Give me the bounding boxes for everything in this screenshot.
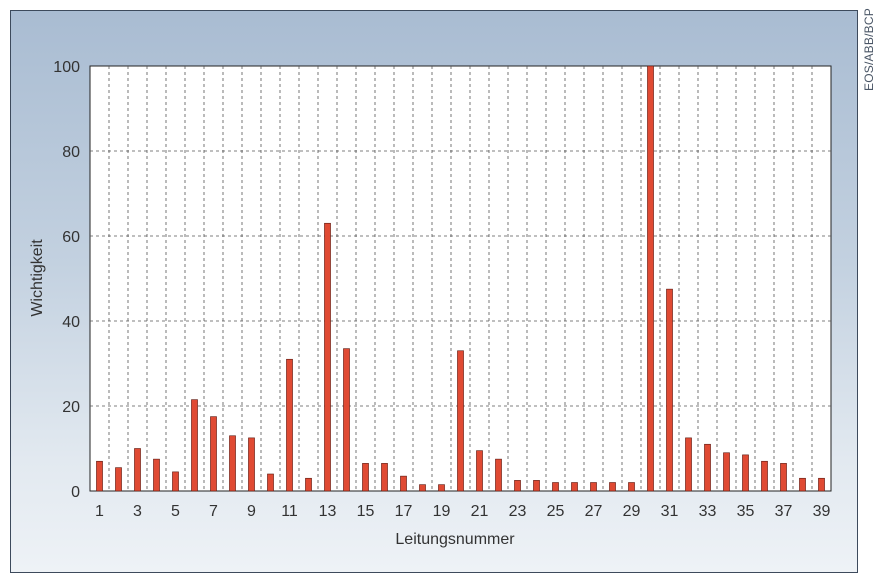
x-tick-label: 5 xyxy=(171,503,180,520)
bar xyxy=(647,65,654,492)
x-tick-label: 25 xyxy=(547,503,565,520)
bar xyxy=(248,437,255,492)
bar xyxy=(780,463,787,492)
x-tick-label: 35 xyxy=(737,503,755,520)
x-tick-label: 33 xyxy=(699,503,717,520)
bar xyxy=(267,473,274,492)
bar xyxy=(799,477,806,492)
bar xyxy=(818,477,825,492)
bar xyxy=(761,460,768,492)
x-tick-label: 19 xyxy=(433,503,451,520)
x-tick-label: 9 xyxy=(247,503,256,520)
bar xyxy=(305,477,312,492)
bar xyxy=(609,482,616,492)
y-tick-label: 20 xyxy=(62,399,80,416)
bar xyxy=(666,288,673,492)
bar xyxy=(115,467,122,492)
image-credit: EOS/ABB/BCP xyxy=(862,8,876,91)
x-tick-label: 3 xyxy=(133,503,142,520)
x-tick-label: 31 xyxy=(661,503,679,520)
x-tick-label: 13 xyxy=(319,503,337,520)
bar xyxy=(362,463,369,492)
y-tick-label: 100 xyxy=(53,59,80,76)
bar xyxy=(723,452,730,492)
grid-lines xyxy=(90,66,831,491)
x-tick-label: 29 xyxy=(623,503,641,520)
bar xyxy=(172,471,179,492)
bar xyxy=(590,482,597,492)
bar xyxy=(457,350,464,492)
bars xyxy=(96,65,825,492)
y-tick-label: 80 xyxy=(62,144,80,161)
bar xyxy=(704,443,711,492)
x-ticks: 1 3 5 7 9 11 13 15 17 19 21 23 25 27 29 31 33 35 37 39 xyxy=(95,503,830,520)
x-tick-label: 39 xyxy=(813,503,831,520)
x-tick-label: 7 xyxy=(209,503,218,520)
bar xyxy=(533,480,540,492)
x-tick-label: 37 xyxy=(775,503,793,520)
bar xyxy=(514,480,521,492)
bar xyxy=(153,458,160,492)
bar xyxy=(229,435,236,492)
bar xyxy=(400,475,407,492)
x-tick-label: 17 xyxy=(395,503,413,520)
y-tick-label: 60 xyxy=(62,229,80,246)
y-axis-label: Wichtigkeit xyxy=(29,239,46,317)
y-tick-label: 0 xyxy=(71,484,80,501)
bar xyxy=(134,448,141,492)
bar xyxy=(419,484,426,492)
bar xyxy=(495,458,502,492)
bar xyxy=(191,399,198,492)
x-tick-label: 27 xyxy=(585,503,603,520)
bar xyxy=(628,482,635,492)
bar xyxy=(742,454,749,492)
x-tick-label: 15 xyxy=(357,503,375,520)
bar xyxy=(210,416,217,492)
x-axis-label: Leitungsnummer xyxy=(395,531,515,548)
bar xyxy=(381,463,388,492)
y-tick-label: 40 xyxy=(62,314,80,331)
bar xyxy=(438,484,445,492)
bar xyxy=(552,482,559,492)
x-tick-label: 21 xyxy=(471,503,489,520)
bar xyxy=(571,482,578,492)
bar xyxy=(324,222,331,492)
x-tick-label: 1 xyxy=(95,503,104,520)
y-ticks: 0 20 40 60 80 100 xyxy=(53,59,80,501)
x-tick-label: 23 xyxy=(509,503,527,520)
bar xyxy=(286,358,293,492)
bar xyxy=(685,437,692,492)
bar xyxy=(343,348,350,492)
bar xyxy=(476,450,483,492)
x-tick-label: 11 xyxy=(281,503,298,520)
bar xyxy=(96,460,103,492)
